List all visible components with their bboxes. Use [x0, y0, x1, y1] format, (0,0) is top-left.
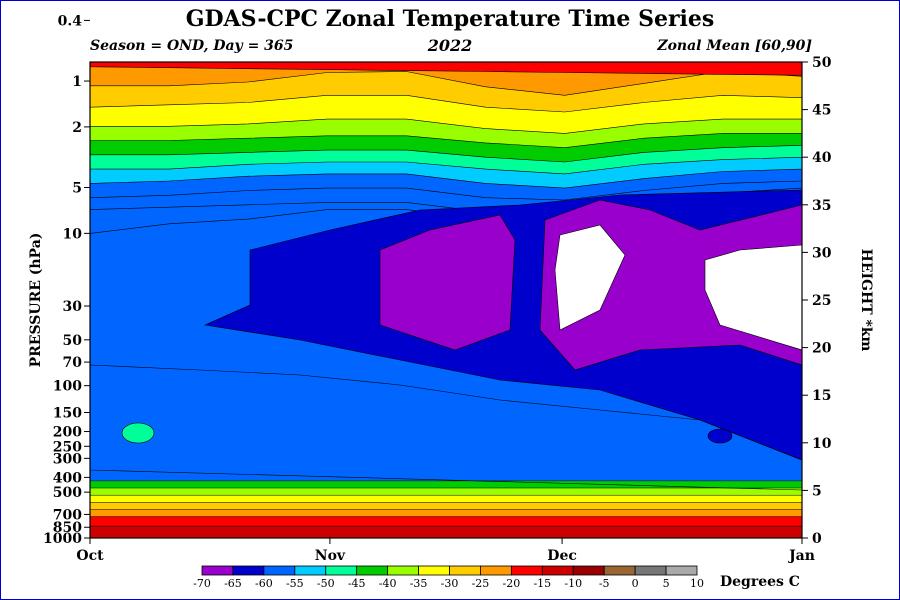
colorbar-swatch	[201, 565, 234, 576]
y-tick-label: 200	[53, 425, 82, 441]
y-tick-label: 700	[53, 507, 82, 523]
y-tick-label: 250	[53, 439, 82, 455]
colorbar-tick-label: -15	[533, 577, 551, 590]
contour-band-upper	[90, 62, 802, 76]
colorbar-tick-label: 10	[690, 577, 704, 590]
y-tick-label: 5	[72, 181, 82, 197]
colorbar-tick-label: -25	[472, 577, 490, 590]
y-tick-label: 50	[63, 333, 83, 349]
y2-tick-label: 15	[812, 388, 831, 404]
y2-tick-label: 30	[812, 245, 832, 261]
colorbar-swatch	[263, 565, 296, 576]
x-tick-label: Jan	[787, 548, 815, 564]
colorbar-tick-label: -30	[441, 577, 459, 590]
colorbar-swatch	[572, 565, 605, 576]
colorbar-swatch	[449, 565, 481, 576]
y2-tick-label: 40	[812, 150, 832, 166]
x-tick-label: Oct	[76, 548, 104, 564]
y-tick-label: 70	[63, 355, 83, 371]
y-tick-label: 300	[53, 451, 82, 467]
colorbar-swatch	[232, 565, 265, 576]
colorbar-swatch	[480, 565, 512, 576]
contour-patch	[707, 428, 733, 444]
y2-tick-label: 50	[812, 55, 832, 71]
y-tick-label: 1	[72, 74, 82, 90]
colorbar-swatch	[603, 565, 636, 576]
colorbar-swatch	[634, 565, 667, 576]
colorbar-tick-label: -10	[564, 577, 582, 590]
y2-tick-label: 25	[812, 293, 831, 309]
colorbar-label: Degrees C	[720, 574, 800, 590]
contour-fill-group	[90, 62, 802, 538]
colorbar-tick-label: -70	[193, 577, 211, 590]
colorbar-swatch	[541, 565, 574, 576]
colorbar-tick-label: -40	[379, 577, 397, 590]
colorbar-swatch	[325, 565, 358, 576]
y-tick-label: 100	[53, 379, 82, 395]
y-tick-label: 400	[53, 470, 82, 486]
contour-line	[90, 364, 802, 491]
colorbar-tick-label: -60	[255, 577, 273, 590]
x-tick-label: Dec	[547, 548, 577, 564]
colorbar-tick-label: -65	[224, 577, 242, 590]
x-tick-label: Nov	[315, 548, 346, 564]
y-tick-label: 30	[63, 299, 83, 315]
contour-patch	[121, 422, 155, 444]
y-tick-label: 0.4	[58, 13, 83, 29]
y-tick-label: 1000	[43, 531, 82, 547]
colorbar-swatch	[356, 565, 389, 576]
y-axis-label: PRESSURE (hPa)	[28, 233, 44, 368]
y2-tick-label: 10	[812, 436, 832, 452]
colorbar-tick-label: -45	[348, 577, 366, 590]
colorbar-swatch	[418, 565, 450, 576]
y-tick-label: 150	[53, 406, 82, 422]
colorbar-swatch	[294, 565, 327, 576]
colorbar-tick-label: 0	[632, 577, 639, 590]
contour-core-purple	[379, 214, 516, 351]
colorbar-tick-label: -5	[599, 577, 610, 590]
zonal-mean-label: Zonal Mean [60,90]	[657, 38, 812, 54]
y-tick-label: 10	[63, 226, 83, 242]
y-tick-label: 500	[53, 485, 82, 501]
y2-tick-label: 5	[812, 483, 822, 499]
year-label: 2022	[427, 36, 473, 55]
colorbar-tick-label: 5	[663, 577, 670, 590]
y2-tick-label: 45	[812, 103, 831, 119]
chart-title: GDAS-CPC Zonal Temperature Time Series	[185, 6, 715, 32]
contour-band-lower	[90, 525, 802, 538]
contour-core-coldest	[554, 224, 626, 331]
colorbar-tick-label: -55	[286, 577, 304, 590]
y-tick-label: 850	[53, 520, 82, 536]
contour-core-coldest	[704, 244, 802, 351]
colorbar-tick-label: -35	[410, 577, 428, 590]
colorbar-tick-label: -20	[503, 577, 521, 590]
colorbar-swatch	[510, 565, 543, 576]
season-label: Season = OND, Day = 365	[90, 38, 294, 54]
colorbar-tick-label: -50	[317, 577, 335, 590]
y-tick-label: 2	[72, 120, 82, 136]
y2-tick-label: 0	[812, 531, 822, 547]
y2-tick-label: 35	[812, 198, 831, 214]
y2-axis-label: HEIGHT *km	[858, 249, 874, 352]
y2-tick-label: 20	[812, 341, 832, 357]
colorbar-swatch	[387, 565, 419, 576]
colorbar-swatch	[665, 565, 698, 576]
